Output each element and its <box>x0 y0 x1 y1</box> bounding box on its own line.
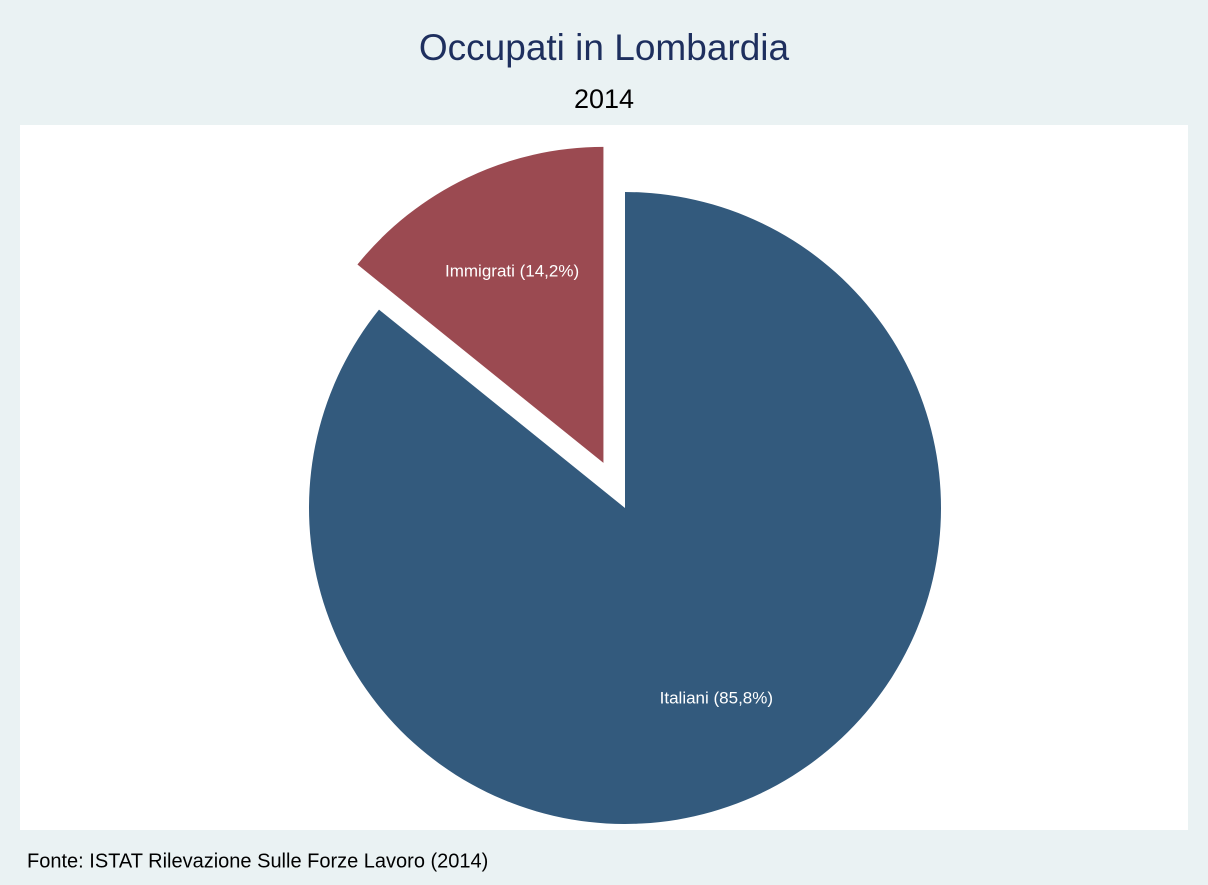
pie-slice <box>357 146 604 463</box>
chart-subtitle: 2014 <box>574 84 634 114</box>
chart-title: Occupati in Lombardia <box>419 27 790 68</box>
pie-slice <box>309 192 942 824</box>
slice-label: Immigrati (14,2%) <box>445 261 579 280</box>
source-note: Fonte: ISTAT Rilevazione Sulle Forze Lav… <box>27 850 488 872</box>
slice-label: Italiani (85,8%) <box>660 688 773 707</box>
